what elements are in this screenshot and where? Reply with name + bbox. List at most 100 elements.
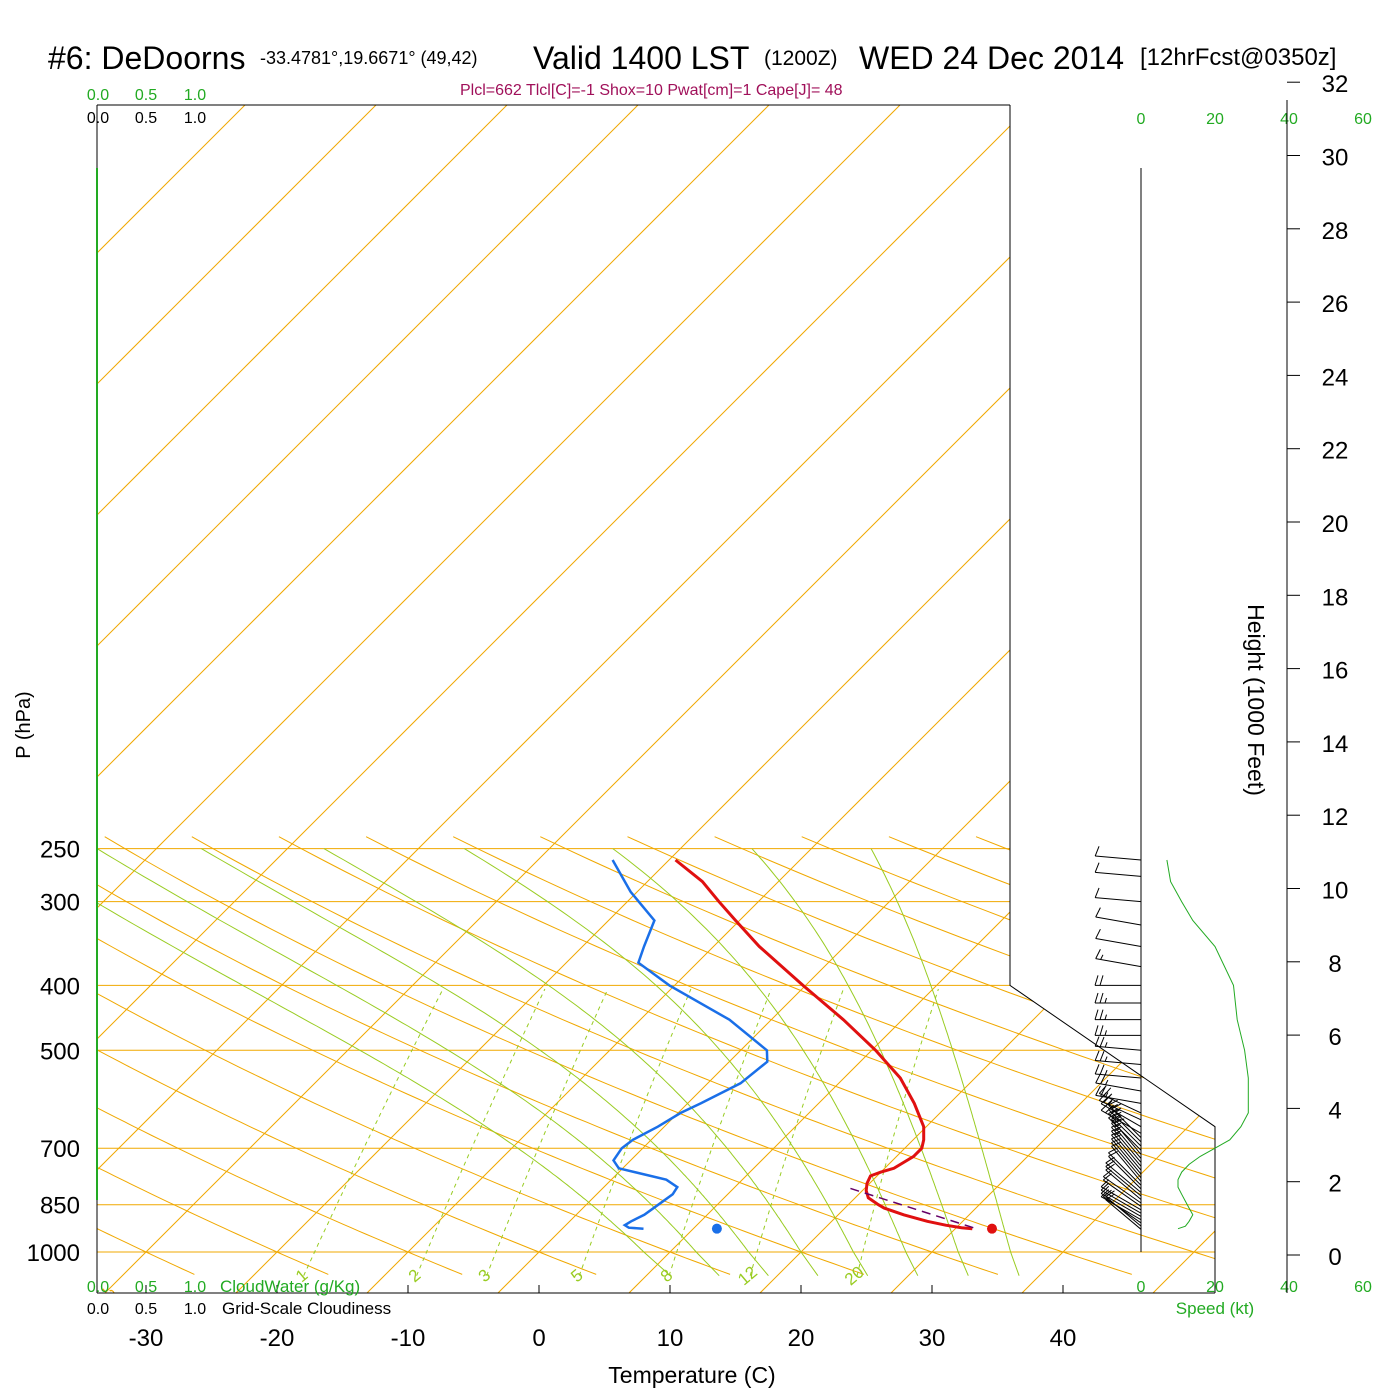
dry-adiabat-line — [104, 836, 1132, 1275]
wind-barb-full — [1095, 928, 1101, 939]
wind-barb-staff — [1103, 1176, 1142, 1204]
wind-barb-full — [1094, 992, 1099, 1004]
wind-barb-full — [1094, 975, 1099, 986]
height-tick-label: 10 — [1322, 878, 1349, 905]
cloudiness-tick-bottom: 0.5 — [135, 1301, 157, 1318]
dry-adiabat-line — [97, 836, 999, 1275]
cloud-water-axis-title: CloudWater (g/Kg) — [220, 1277, 360, 1296]
wind-barb-half — [1107, 1100, 1113, 1105]
wind-barb-staff — [1105, 1196, 1142, 1227]
wind-barb-full — [1099, 1025, 1104, 1036]
wind-barb-staff — [1095, 1073, 1142, 1079]
wind-speed-profile — [1166, 859, 1249, 1230]
wind-barb-staff — [1100, 1103, 1142, 1128]
wind-barb-staff — [1100, 1193, 1142, 1217]
wind-barb-half — [1109, 1111, 1114, 1116]
wind-barb — [1095, 928, 1142, 948]
height-tick-label: 20 — [1322, 511, 1349, 538]
height-tick-label: 14 — [1322, 731, 1349, 758]
isotherm-label-right: 30 — [1172, 754, 1207, 789]
wind-barb-half — [1105, 1092, 1109, 1098]
dry-adiabat-line — [714, 836, 1215, 1275]
dry-adiabat-line — [97, 836, 463, 1275]
temperature-tick-label: 10 — [657, 1325, 684, 1352]
wind-barb-full — [1099, 1009, 1104, 1020]
wind-barb — [1103, 1173, 1142, 1207]
isotherm-line — [97, 105, 1163, 1293]
surface-dewpoint-marker — [711, 1223, 722, 1234]
cloud-water-tick-bottom: 0.0 — [87, 1279, 109, 1296]
wind-barb-full — [1100, 1179, 1110, 1188]
temperature-tick-label: -10 — [391, 1325, 426, 1352]
wind-barb-full — [1100, 1185, 1110, 1194]
wind-barb-full — [1100, 1182, 1110, 1191]
wind-barb-full — [1099, 1051, 1105, 1062]
wind-barb-staff — [1105, 1166, 1142, 1197]
mixing-ratio-label: 2 — [405, 1265, 424, 1286]
wind-barb-full — [1094, 1036, 1100, 1047]
wind-barb-staff — [1100, 1196, 1142, 1221]
height-tick-label: 24 — [1322, 364, 1349, 391]
wind-barb-half — [1104, 1030, 1107, 1036]
mixing-ratio-line — [668, 988, 772, 1276]
wind-speed-tick-top: 0 — [1137, 111, 1146, 128]
temperature-tick-label: -20 — [260, 1325, 295, 1352]
wind-barb-full — [1095, 907, 1101, 918]
wind-barb-staff — [1111, 1138, 1142, 1175]
isotherm-line — [759, 105, 1215, 1293]
wind-barb-full — [1094, 1064, 1100, 1075]
temperature-tick-label: -30 — [129, 1325, 164, 1352]
height-tick-label: 2 — [1328, 1171, 1341, 1198]
wind-barb — [1094, 975, 1141, 986]
cloud-water-tick-top: 1.0 — [184, 87, 206, 104]
mixing-ratio-label: 20 — [841, 1262, 868, 1289]
mixing-ratio-line — [303, 988, 444, 1276]
sounding-profiles — [611, 858, 997, 1234]
wind-barb-staff — [1095, 916, 1142, 926]
wind-barb — [1094, 1009, 1141, 1021]
wind-barb-full — [1105, 1190, 1115, 1198]
moist-adiabat-line — [612, 848, 919, 1276]
wind-barb-staff — [1111, 1122, 1142, 1159]
wind-barb — [1095, 949, 1142, 968]
wind-barb-staff — [1108, 1117, 1142, 1151]
isotherm-line — [366, 105, 1215, 1293]
wind-barb-full — [1105, 1098, 1114, 1107]
stability-indices: Plcl=662 Tlcl[C]=-1 Shox=10 Pwat[cm]=1 C… — [460, 82, 843, 99]
chart-frame — [96, 104, 1216, 1294]
wind-speed-axis-title: Speed (kt) — [1176, 1299, 1254, 1318]
parcel-path — [846, 1186, 974, 1229]
wind-barb-half — [1107, 1093, 1113, 1099]
wind-barb-half — [1104, 1042, 1108, 1048]
isotherm-label: -30 — [96, 1283, 124, 1312]
isotherm-line — [97, 105, 246, 1293]
wind-speed-tick-bottom: 60 — [1354, 1279, 1372, 1296]
cloudiness-tick-bottom: 0.0 — [87, 1301, 109, 1318]
wind-barb-staff — [1108, 1156, 1142, 1190]
valid-time: Valid 1400 LST — [533, 40, 750, 76]
height-tick-label: 4 — [1328, 1097, 1341, 1124]
wind-barb-full — [1094, 1025, 1099, 1036]
station-title: #6: DeDoorns — [48, 40, 246, 76]
height-tick-label: 26 — [1322, 291, 1349, 318]
cloudiness-tick-top: 0.0 — [87, 110, 109, 127]
moist-adiabat-line — [97, 848, 671, 1277]
wind-barb — [1100, 1179, 1142, 1211]
dry-adiabat-line — [365, 836, 1215, 1275]
wind-speed-tick-top: 20 — [1206, 111, 1224, 128]
moist-adiabat-line — [97, 848, 720, 1277]
wind-barb — [1094, 1050, 1142, 1066]
wind-barb-staff — [1095, 871, 1142, 877]
height-tick-label: 22 — [1322, 438, 1349, 465]
wind-barb-half — [1104, 1014, 1107, 1020]
dry-adiabat-line — [801, 836, 1215, 1275]
wind-barb-staff — [1099, 1099, 1142, 1121]
wind-barb — [1094, 1036, 1142, 1051]
mixing-ratio-label: 12 — [734, 1262, 761, 1289]
wind-barb-full — [1094, 1050, 1100, 1061]
dry-adiabat-line — [540, 836, 1215, 1275]
dry-adiabat-line — [97, 836, 597, 1275]
forecast-date: WED 24 Dec 2014 — [859, 40, 1125, 76]
